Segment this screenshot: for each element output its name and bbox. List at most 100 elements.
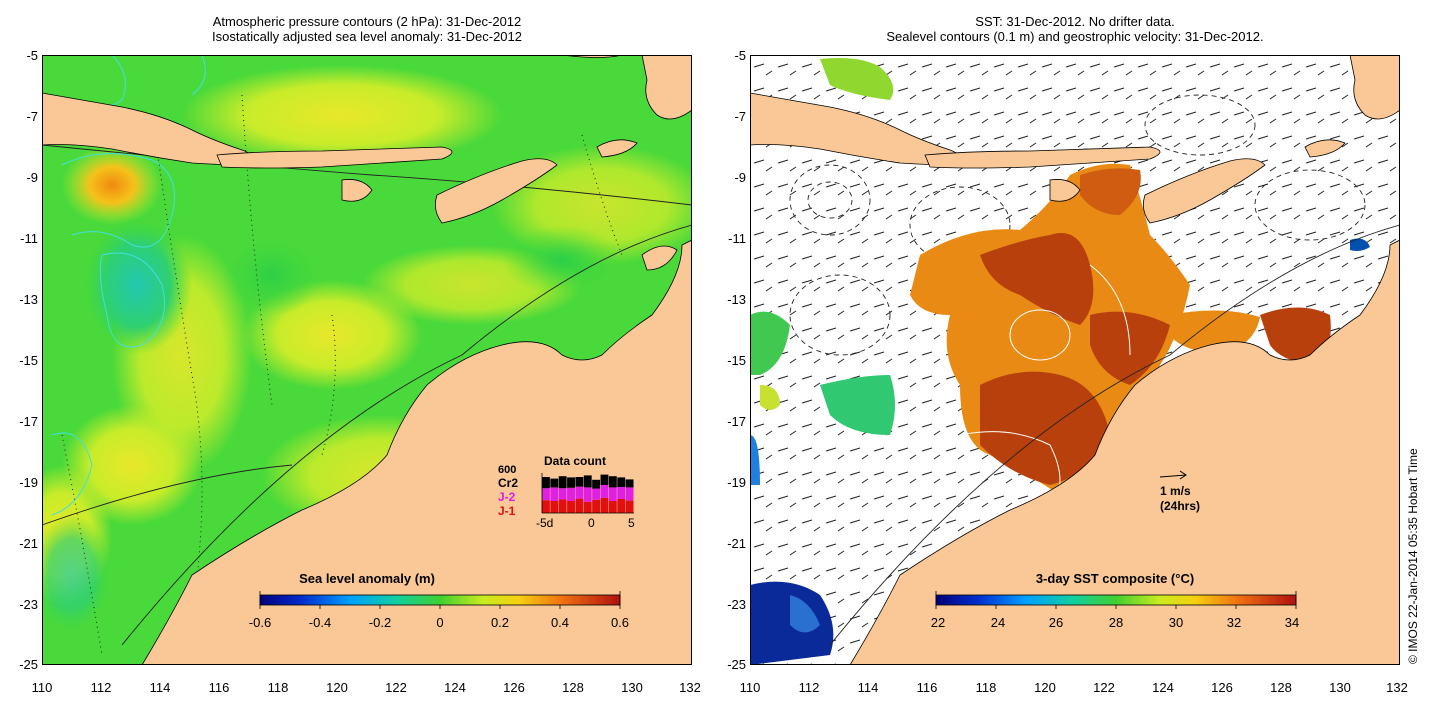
right-xtick-0: 110 [739,680,761,695]
right-title-line2: Sealevel contours (0.1 m) and geostrophi… [886,29,1264,44]
coastline-right [750,55,1400,665]
right-ytick-10: -25 [727,657,746,672]
data-count-bar-j2 [583,487,592,502]
left-title-line1: Atmospheric pressure contours (2 hPa): 3… [212,14,522,29]
right-ytick-1: -7 [734,109,746,124]
velocity-scale: 1 m/s (24hrs) [1159,470,1200,513]
sla-colorbar-label: Sea level anomaly (m) [299,571,435,586]
right-xtick-5: 120 [1034,680,1056,695]
data-count-bar-j1 [542,500,550,513]
sst-tick-5: 32 [1227,615,1241,630]
sst-velocity-map: 1 m/s (24hrs) 3-day SST composite (°C) 2… [750,55,1400,665]
right-ytick-9: -23 [727,597,746,612]
data-count-bar-j1 [608,501,617,513]
right-title-line1: SST: 31-Dec-2012. No drifter data. [975,14,1175,29]
data-count-bars [542,474,634,513]
data-count-bar-j2 [542,488,550,501]
series-label-j1: J-1 [498,504,516,518]
sea-level-anomaly-map: Data count 600 Cr2 J-2 J-1 -5d 0 5 Sea l… [42,55,692,665]
right-xtick-11: 132 [1386,680,1408,695]
data-count-max-label: 600 [498,464,516,476]
right-xtick-9: 128 [1270,680,1292,695]
data-count-bar-j1 [583,501,592,513]
right-ytick-3: -11 [728,231,746,246]
left-ytick-9: -23 [19,597,38,612]
right-xtick-6: 122 [1093,680,1115,695]
right-ytick-2: -9 [734,170,746,185]
data-count-bar-cr2 [550,478,559,488]
sla-tick-2: -0.2 [369,615,391,630]
right-xtick-8: 126 [1211,680,1233,695]
sst-tick-2: 26 [1049,615,1063,630]
data-count-inset: Data count 600 Cr2 J-2 J-1 -5d 0 5 [498,454,635,530]
right-xtick-1: 112 [798,680,820,695]
right-xtick-10: 130 [1329,680,1351,695]
sst-tick-3: 28 [1109,615,1123,630]
right-xtick-3: 116 [916,680,938,695]
data-count-bar-j2 [550,487,559,501]
data-count-bar-j2 [608,487,617,501]
left-ytick-7: -19 [19,475,38,490]
left-x-axis: 110 112 114 116 118 120 122 124 126 128 … [0,680,720,700]
left-xtick-9: 128 [562,680,584,695]
data-count-bar-j1 [567,501,575,513]
coastline [42,55,692,665]
data-count-bar-j2 [567,487,575,501]
data-count-bar-j2 [592,488,601,500]
left-xtick-11: 132 [679,680,701,695]
left-xtick-2: 114 [149,680,171,695]
data-count-bar-j1 [592,499,601,513]
velocity-scale-label: 1 m/s [1160,484,1191,498]
data-count-bar-j1 [575,498,584,513]
series-label-j2: J-2 [498,490,516,504]
left-ytick-2: -9 [26,170,38,185]
data-count-bar-j1 [550,501,559,513]
right-x-axis: 110 112 114 116 118 120 122 124 126 128 … [0,680,1440,700]
sla-tick-0: -0.6 [249,615,271,630]
data-count-bar-j2 [558,488,567,500]
sst-tick-6: 34 [1285,615,1299,630]
data-count-bar-j2 [575,486,584,499]
left-ytick-10: -25 [19,657,38,672]
left-xtick-4: 118 [267,680,289,695]
right-ytick-4: -13 [727,292,746,307]
sst-colorbar: 3-day SST composite (°C) 22 24 26 28 30 … [931,571,1299,630]
data-count-bar-cr2 [558,476,567,489]
sla-tick-4: 0.2 [491,615,509,630]
left-ytick-0: -5 [26,48,38,63]
data-count-bar-cr2 [617,477,626,487]
sla-tick-1: -0.4 [309,615,331,630]
left-ytick-3: -11 [20,231,38,246]
data-count-bar-cr2 [592,479,601,489]
data-count-bar-cr2 [567,477,575,488]
right-ytick-8: -21 [727,536,746,551]
left-xtick-1: 112 [90,680,112,695]
right-ytick-6: -17 [727,414,746,429]
left-ytick-5: -15 [19,353,38,368]
sla-tick-5: 0.4 [551,615,569,630]
left-ytick-8: -21 [19,536,38,551]
data-count-bar-cr2 [542,477,550,489]
left-ytick-4: -13 [19,292,38,307]
right-ytick-5: -15 [727,353,746,368]
left-xtick-6: 122 [385,680,407,695]
series-label-cr2: Cr2 [498,476,518,490]
data-count-bar-j1 [600,497,609,513]
left-ytick-6: -17 [19,414,38,429]
right-ytick-7: -19 [727,475,746,490]
data-count-bar-j2 [600,485,609,498]
data-count-bar-j2 [625,487,634,501]
sst-tick-4: 30 [1169,615,1183,630]
data-count-bar-cr2 [600,474,609,485]
data-count-bar-cr2 [583,475,592,488]
imos-credit: © IMOS 22-Jan-2014 05:35 Hobart Time [1406,448,1420,664]
sla-tick-3: 0 [436,615,443,630]
right-xtick-7: 124 [1152,680,1174,695]
right-xtick-4: 118 [975,680,997,695]
sst-colorbar-label: 3-day SST composite (°C) [1036,571,1194,586]
right-xtick-2: 114 [857,680,879,695]
left-title-line2: Isostatically adjusted sea level anomaly… [211,29,522,44]
left-xtick-0: 110 [31,680,53,695]
data-count-xtick-1: 0 [588,516,595,530]
data-count-bar-cr2 [625,479,634,488]
